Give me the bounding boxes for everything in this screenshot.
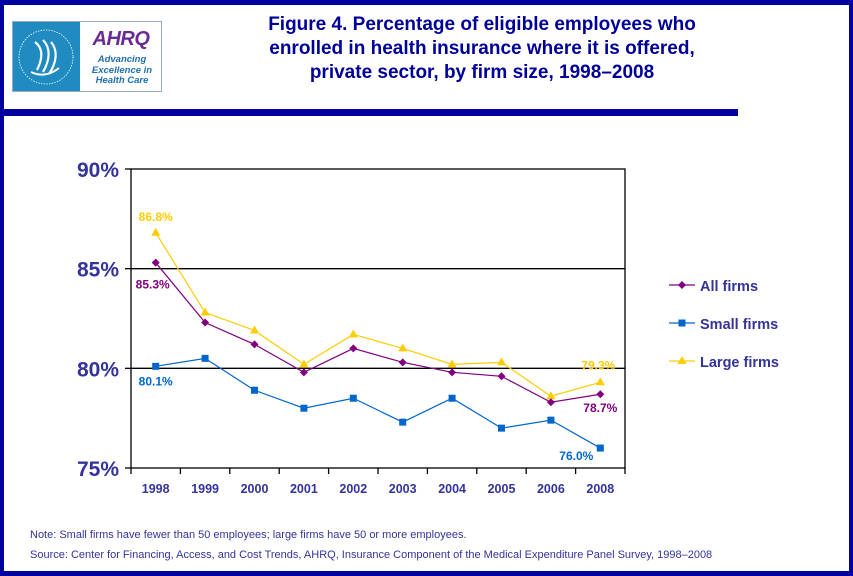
x-tick-label: 2003 <box>389 482 417 496</box>
data-point-small-firms <box>201 354 209 362</box>
ahrq-wordmark: AHRQ <box>92 28 150 50</box>
x-tick-label: 1999 <box>191 482 219 496</box>
data-point-small-firms <box>152 362 160 370</box>
data-point-all-firms <box>596 390 605 399</box>
series-line-large-firms <box>155 232 601 397</box>
data-point-large-firms <box>398 343 408 352</box>
hhs-eagle-seal-icon <box>13 22 80 91</box>
legend-label-small-firms: Small firms <box>700 317 778 333</box>
ahrq-logo: AHRQ Advancing Excellence in Health Care <box>12 21 162 92</box>
data-point-all-firms <box>151 258 160 267</box>
footnote-source: Source: Center for Financing, Access, an… <box>30 549 713 561</box>
data-point-all-firms <box>299 368 308 377</box>
title-line: private sector, by firm size, 1998–2008 <box>309 62 655 83</box>
data-point-small-firms <box>498 424 505 432</box>
data-label: 85.3% <box>136 278 170 292</box>
y-tick-label: 75% <box>77 458 119 481</box>
x-tick-label: 2001 <box>290 482 318 496</box>
data-point-large-firms <box>546 391 556 400</box>
data-point-all-firms <box>448 368 457 377</box>
legend-label-all-firms: All firms <box>700 279 758 295</box>
x-tick-label: 2006 <box>537 482 565 496</box>
data-point-all-firms <box>497 372 506 381</box>
footnote-note: Note: Small firms have fewer than 50 emp… <box>30 529 467 541</box>
data-point-small-firms <box>596 444 604 452</box>
tagline-line: Advancing <box>97 54 147 65</box>
y-tick-label: 90% <box>77 159 119 182</box>
data-label: 80.1% <box>139 374 173 388</box>
data-point-large-firms <box>250 325 259 334</box>
x-tick-label: 2004 <box>438 482 466 496</box>
x-tick-label: 2005 <box>488 482 516 496</box>
ahrq-tagline: Advancing Excellence in Health Care <box>83 54 161 87</box>
data-point-small-firms <box>547 416 555 424</box>
x-tick-label: 2000 <box>241 482 269 496</box>
data-point-all-firms <box>546 398 555 407</box>
series-line-all-firms <box>155 262 601 403</box>
data-point-large-firms <box>151 227 161 236</box>
data-point-large-firms <box>595 377 605 386</box>
data-point-small-firms <box>349 394 357 402</box>
data-label: 78.7% <box>583 401 617 415</box>
data-label: 86.8% <box>139 210 173 224</box>
tagline-line: Excellence in <box>91 64 153 76</box>
data-point-small-firms <box>399 418 407 426</box>
data-point-all-firms <box>398 358 407 367</box>
legend-marker-small-firms <box>678 319 686 327</box>
data-point-large-firms <box>348 329 358 338</box>
data-point-all-firms <box>250 340 259 349</box>
tagline-line: Health Care <box>95 75 149 86</box>
y-tick-label: 85% <box>77 259 119 282</box>
data-point-small-firms <box>251 386 258 394</box>
title-line: enrolled in health insurance where it is… <box>269 38 695 59</box>
series-line-small-firms <box>155 357 601 449</box>
data-point-large-firms <box>497 357 506 366</box>
data-point-large-firms <box>447 359 457 368</box>
data-label: 76.0% <box>559 449 593 463</box>
header-divider <box>0 109 738 116</box>
x-tick-label: 1998 <box>142 482 170 496</box>
legend-label-large-firms: Large firms <box>700 355 779 371</box>
x-tick-label: 2008 <box>586 482 614 496</box>
data-point-large-firms <box>200 307 210 316</box>
data-point-large-firms <box>299 359 309 368</box>
data-point-small-firms <box>448 394 456 402</box>
legend-marker-all-firms <box>678 281 686 289</box>
legend-marker-large-firms <box>677 356 687 364</box>
x-tick-label: 2002 <box>339 482 367 496</box>
data-label: 79.3% <box>581 358 615 372</box>
title-line: Figure 4. Percentage of eligible employe… <box>268 14 696 35</box>
y-tick-label: 80% <box>77 358 119 381</box>
data-point-all-firms <box>201 318 210 327</box>
data-point-all-firms <box>349 344 358 353</box>
data-point-small-firms <box>300 404 308 412</box>
figure-title: Figure 4. Percentage of eligible employe… <box>222 13 742 85</box>
